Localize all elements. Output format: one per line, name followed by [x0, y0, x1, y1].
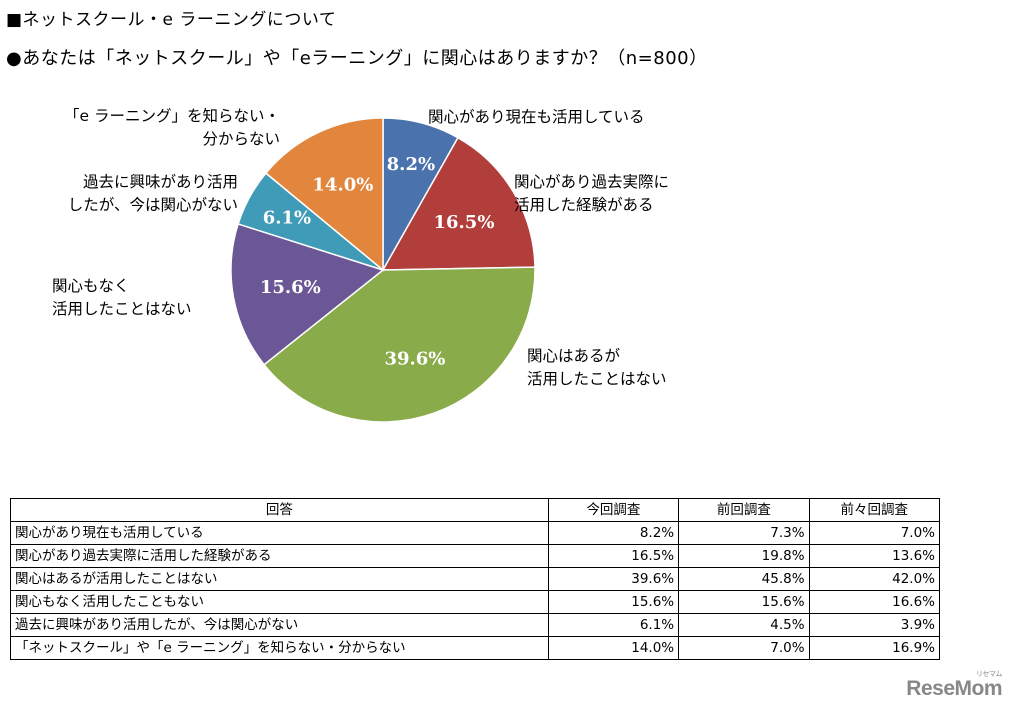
- pie-slice: [264, 117, 384, 272]
- row-answer-cell: 「ネットスクール」や「e ラーニング」を知らない・分からない: [10, 636, 549, 660]
- header-before-previous: 前々回調査: [808, 498, 941, 522]
- slice-category-label: 活用した経験がある: [514, 196, 654, 214]
- row-value-cell: 16.6%: [808, 590, 941, 614]
- row-answer-cell: 関心があり現在も活用している: [10, 521, 549, 545]
- slice-category-label: 関心があり過去実際に: [514, 173, 669, 191]
- row-answer-cell: 過去に興味があり活用したが、今は関心がない: [10, 613, 549, 637]
- slice-value-label: 14.0%: [312, 175, 373, 196]
- table-row: 関心があり現在も活用している 8.2% 7.3% 7.0%: [10, 521, 941, 545]
- slice-category-label: したが、今は関心がない: [68, 196, 238, 214]
- table-row: 関心もなく活用したこともない 15.6% 15.6% 16.6%: [10, 590, 941, 614]
- header-previous: 前回調査: [678, 498, 810, 522]
- table-header-row: 回答 今回調査 前回調査 前々回調査: [10, 498, 941, 522]
- pie-slice: [381, 136, 536, 271]
- slice-value-label: 39.6%: [384, 349, 445, 370]
- header-answer: 回答: [10, 498, 549, 522]
- row-value-cell: 16.5%: [547, 544, 680, 568]
- survey-question: ●あなたは「ネットスクール」や「eラーニング」に関心はありますか？（n=800）: [6, 48, 708, 69]
- slice-category-label: 過去に興味があり活用: [83, 173, 238, 191]
- pie-chart: 8.2% 関心があり現在も活用している 16.5% 関心があり過去実際に活用した経験が…: [52, 107, 669, 423]
- table-row: 関心があり過去実際に活用した経験がある 16.5% 19.8% 13.6%: [10, 544, 941, 568]
- row-value-cell: 3.9%: [808, 613, 941, 637]
- slice-value-label: 6.1%: [263, 208, 311, 229]
- slice-category-label: 活用したことはない: [52, 300, 192, 318]
- row-answer-cell: 関心があり過去実際に活用した経験がある: [10, 544, 549, 568]
- table-row: 「ネットスクール」や「e ラーニング」を知らない・分からない 14.0% 7.0% 1…: [10, 636, 941, 660]
- row-value-cell: 6.1%: [547, 613, 680, 637]
- slice-category-label: 関心もなく: [52, 277, 130, 295]
- row-value-cell: 7.0%: [678, 636, 810, 660]
- row-value-cell: 45.8%: [678, 567, 810, 591]
- pie-slice: [263, 266, 536, 423]
- logo-subtext: リセマム: [976, 671, 1003, 678]
- slice-category-label: 関心はあるが: [527, 347, 621, 365]
- row-value-cell: 14.0%: [547, 636, 680, 660]
- slice-value-label: 8.2%: [387, 154, 435, 175]
- row-value-cell: 4.5%: [678, 613, 810, 637]
- slice-category-label: 分からない: [202, 130, 280, 148]
- row-value-cell: 19.8%: [678, 544, 810, 568]
- row-value-cell: 7.0%: [808, 521, 941, 545]
- logo-text: ReseMom: [906, 677, 1002, 700]
- comparison-table: 回答 今回調査 前回調査 前々回調査 関心があり現在も活用している 8.2% 7.3…: [10, 498, 941, 660]
- row-value-cell: 15.6%: [678, 590, 810, 614]
- slice-category-label: 関心があり現在も活用している: [428, 108, 645, 126]
- pie-slice: [230, 222, 385, 366]
- row-answer-cell: 関心はあるが活用したことはない: [10, 567, 549, 591]
- row-value-cell: 16.9%: [808, 636, 941, 660]
- slice-category-label: 活用したことはない: [527, 370, 667, 388]
- row-answer-cell: 関心もなく活用したこともない: [10, 590, 549, 614]
- slice-category-label: 「e ラーニング」を知らない・: [64, 107, 280, 125]
- row-value-cell: 8.2%: [547, 521, 680, 545]
- row-value-cell: 15.6%: [547, 590, 680, 614]
- page-heading: ■ネットスクール・e ラーニングについて: [6, 10, 337, 30]
- row-value-cell: 39.6%: [547, 567, 680, 591]
- slice-value-label: 16.5%: [433, 212, 494, 233]
- row-value-cell: 13.6%: [808, 544, 941, 568]
- slice-value-label: 15.6%: [260, 277, 321, 298]
- table-row: 関心はあるが活用したことはない 39.6% 45.8% 42.0%: [10, 567, 941, 591]
- resemom-logo: ReseMom リセマム: [906, 671, 1002, 701]
- table-row: 過去に興味があり活用したが、今は関心がない 6.1% 4.5% 3.9%: [10, 613, 941, 637]
- row-value-cell: 7.3%: [678, 521, 810, 545]
- header-current: 今回調査: [547, 498, 680, 522]
- row-value-cell: 42.0%: [808, 567, 941, 591]
